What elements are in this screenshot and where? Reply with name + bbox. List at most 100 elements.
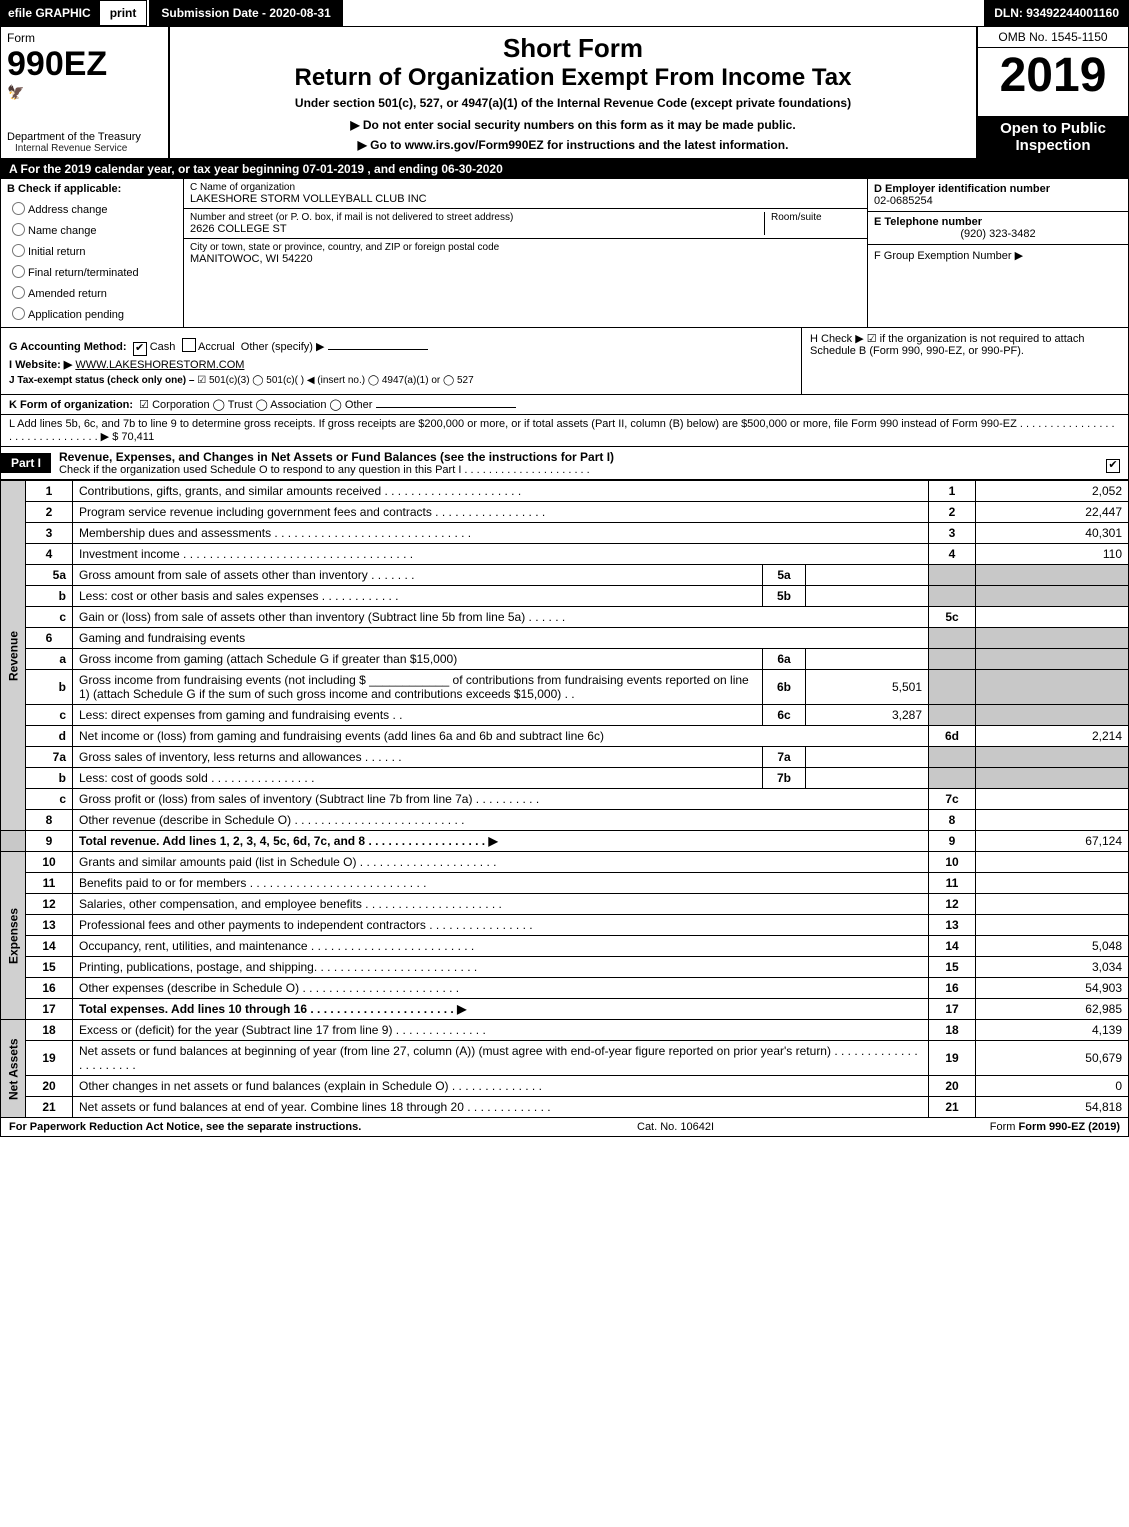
chk-name-change[interactable]: Name change bbox=[7, 218, 177, 237]
page-footer: For Paperwork Reduction Act Notice, see … bbox=[0, 1118, 1129, 1137]
org-city-row: City or town, state or province, country… bbox=[184, 239, 867, 268]
ssn-note: ▶ Do not enter social security numbers o… bbox=[178, 118, 968, 132]
section-h: H Check ▶ ☑ if the organization is not r… bbox=[801, 328, 1128, 394]
row-12: 12Salaries, other compensation, and empl… bbox=[1, 894, 1129, 915]
row-10: Expenses 10 Grants and similar amounts p… bbox=[1, 852, 1129, 873]
section-g-left: G Accounting Method: Cash Accrual Other … bbox=[1, 328, 801, 394]
section-b-label: B Check if applicable: bbox=[7, 183, 177, 195]
header-right: OMB No. 1545-1150 2019 Open to Public In… bbox=[978, 27, 1128, 158]
j-options[interactable]: ☑ 501(c)(3) ◯ 501(c)( ) ◀ (insert no.) ◯… bbox=[197, 375, 473, 386]
row-7b: b Less: cost of goods sold . . . . . . .… bbox=[1, 768, 1129, 789]
row-14: 14Occupancy, rent, utilities, and mainte… bbox=[1, 936, 1129, 957]
irs-service: Internal Revenue Service bbox=[7, 143, 162, 154]
org-name-row: C Name of organization LAKESHORE STORM V… bbox=[184, 179, 867, 209]
chk-address-change[interactable]: Address change bbox=[7, 197, 177, 216]
footer-cat: Cat. No. 10642I bbox=[637, 1121, 714, 1133]
section-l: L Add lines 5b, 6c, and 7b to line 9 to … bbox=[0, 415, 1129, 447]
org-name: LAKESHORE STORM VOLLEYBALL CLUB INC bbox=[190, 193, 861, 205]
dept-treasury: Department of the Treasury bbox=[7, 131, 162, 143]
chk-application-pending[interactable]: Application pending bbox=[7, 302, 177, 321]
part-1-title-text: Revenue, Expenses, and Changes in Net As… bbox=[59, 450, 614, 464]
tel-label: E Telephone number bbox=[874, 216, 1122, 228]
org-address: 2626 COLLEGE ST bbox=[190, 223, 764, 235]
section-d-e-f: D Employer identification number 02-0685… bbox=[867, 179, 1128, 327]
part-1-title: Revenue, Expenses, and Changes in Net As… bbox=[51, 447, 1098, 479]
row-8: 8 Other revenue (describe in Schedule O)… bbox=[1, 810, 1129, 831]
goto-link[interactable]: ▶ Go to www.irs.gov/Form990EZ for instru… bbox=[178, 138, 968, 152]
cash-label: Cash bbox=[150, 341, 176, 353]
row-7c: c Gross profit or (loss) from sales of i… bbox=[1, 789, 1129, 810]
footer-form: Form Form 990-EZ (2019) bbox=[990, 1121, 1120, 1133]
row-2: 2 Program service revenue including gove… bbox=[1, 502, 1129, 523]
part-1-tag: Part I bbox=[1, 453, 51, 473]
short-form-title: Short Form bbox=[178, 33, 968, 64]
org-name-label: C Name of organization bbox=[190, 182, 861, 193]
open-to-public: Open to Public Inspection bbox=[978, 116, 1128, 158]
section-g-h: G Accounting Method: Cash Accrual Other … bbox=[0, 328, 1129, 395]
row-17: 17Total expenses. Add lines 10 through 1… bbox=[1, 999, 1129, 1020]
row-5b: b Less: cost or other basis and sales ex… bbox=[1, 586, 1129, 607]
omb-number: OMB No. 1545-1150 bbox=[978, 27, 1128, 48]
room-label: Room/suite bbox=[771, 212, 861, 223]
k-other-input[interactable] bbox=[376, 407, 516, 408]
section-a-taxyear: A For the 2019 calendar year, or tax yea… bbox=[0, 159, 1129, 179]
topbar-spacer bbox=[343, 0, 984, 26]
tel-value: (920) 323-3482 bbox=[874, 228, 1122, 240]
row-5c: c Gain or (loss) from sale of assets oth… bbox=[1, 607, 1129, 628]
dln-label: DLN: 93492244001160 bbox=[984, 0, 1129, 26]
chk-initial-return[interactable]: Initial return bbox=[7, 239, 177, 258]
row-19: 19Net assets or fund balances at beginni… bbox=[1, 1041, 1129, 1076]
ein-label: D Employer identification number bbox=[874, 183, 1122, 195]
section-b: B Check if applicable: Address change Na… bbox=[1, 179, 184, 327]
part-1-checkbox-cell bbox=[1098, 453, 1128, 474]
other-specify-input[interactable] bbox=[328, 349, 428, 350]
row-1: Revenue 1 Contributions, gifts, grants, … bbox=[1, 481, 1129, 502]
row-13: 13Professional fees and other payments t… bbox=[1, 915, 1129, 936]
row-20: 20Other changes in net assets or fund ba… bbox=[1, 1076, 1129, 1097]
row-16: 16Other expenses (describe in Schedule O… bbox=[1, 978, 1129, 999]
row-6b: b Gross income from fundraising events (… bbox=[1, 670, 1129, 705]
cash-checkbox[interactable] bbox=[133, 342, 147, 356]
ein-block: D Employer identification number 02-0685… bbox=[868, 179, 1128, 212]
j-label: J Tax-exempt status (check only one) – bbox=[9, 375, 194, 386]
section-c: C Name of organization LAKESHORE STORM V… bbox=[184, 179, 867, 327]
addr-label: Number and street (or P. O. box, if mail… bbox=[190, 212, 764, 223]
row-6d: d Net income or (loss) from gaming and f… bbox=[1, 726, 1129, 747]
sidebar-expenses: Expenses bbox=[1, 852, 26, 1020]
group-exemption-label: F Group Exemption Number ▶ bbox=[874, 250, 1023, 262]
section-j: J Tax-exempt status (check only one) – ☑… bbox=[9, 375, 793, 386]
tel-block: E Telephone number (920) 323-3482 bbox=[868, 212, 1128, 245]
row-6c: c Less: direct expenses from gaming and … bbox=[1, 705, 1129, 726]
part-1-subtitle: Check if the organization used Schedule … bbox=[59, 464, 1090, 476]
form-word: Form bbox=[7, 31, 162, 45]
footer-left: For Paperwork Reduction Act Notice, see … bbox=[9, 1121, 361, 1133]
irs-eagle-icon: 🦅 bbox=[7, 84, 162, 101]
section-i: I Website: ▶ WWW.LAKESHORESTORM.COM bbox=[9, 358, 793, 371]
k-options[interactable]: ☑ Corporation ◯ Trust ◯ Association ◯ Ot… bbox=[139, 399, 372, 411]
entity-block: B Check if applicable: Address change Na… bbox=[0, 179, 1129, 328]
website-link[interactable]: WWW.LAKESHORESTORM.COM bbox=[75, 359, 244, 371]
l-text: L Add lines 5b, 6c, and 7b to line 9 to … bbox=[9, 418, 1115, 443]
top-bar: efile GRAPHIC print Submission Date - 20… bbox=[0, 0, 1129, 27]
row-18: Net Assets 18 Excess or (deficit) for th… bbox=[1, 1020, 1129, 1041]
group-exemption-block: F Group Exemption Number ▶ bbox=[868, 245, 1128, 266]
sidebar-net-assets: Net Assets bbox=[1, 1020, 26, 1118]
return-title: Return of Organization Exempt From Incom… bbox=[178, 64, 968, 92]
row-7a: 7a Gross sales of inventory, less return… bbox=[1, 747, 1129, 768]
print-button[interactable]: print bbox=[99, 0, 148, 26]
website-label: I Website: ▶ bbox=[9, 359, 72, 371]
org-addr-row: Number and street (or P. O. box, if mail… bbox=[184, 209, 867, 239]
accrual-checkbox[interactable] bbox=[182, 338, 196, 352]
chk-final-return[interactable]: Final return/terminated bbox=[7, 260, 177, 279]
row-21: 21Net assets or fund balances at end of … bbox=[1, 1097, 1129, 1118]
sidebar-revenue: Revenue bbox=[1, 481, 26, 831]
g-label: G Accounting Method: bbox=[9, 341, 127, 353]
row-11: 11Benefits paid to or for members . . . … bbox=[1, 873, 1129, 894]
form-header: Form 990EZ 🦅 Department of the Treasury … bbox=[0, 27, 1129, 159]
chk-amended[interactable]: Amended return bbox=[7, 281, 177, 300]
under-section: Under section 501(c), 527, or 4947(a)(1)… bbox=[178, 96, 968, 110]
schedule-o-checkbox[interactable] bbox=[1106, 459, 1120, 473]
part-1-header: Part I Revenue, Expenses, and Changes in… bbox=[0, 447, 1129, 480]
row-9: 9 Total revenue. Add lines 1, 2, 3, 4, 5… bbox=[1, 831, 1129, 852]
org-city: MANITOWOC, WI 54220 bbox=[190, 253, 861, 265]
